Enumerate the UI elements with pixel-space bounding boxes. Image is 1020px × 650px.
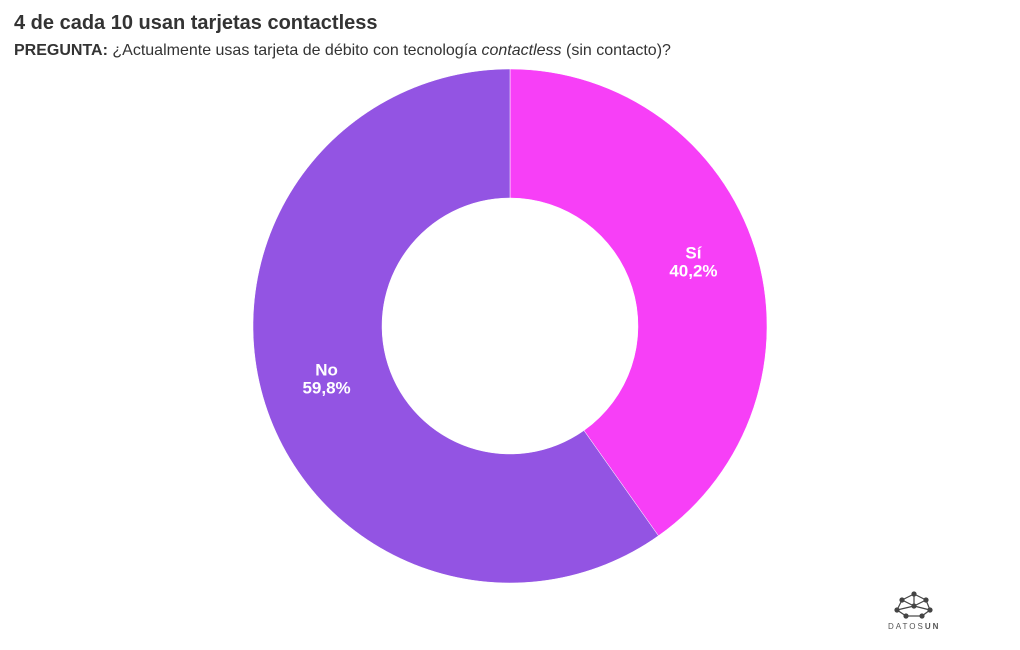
- chart-title: 4 de cada 10 usan tarjetas contactless: [14, 12, 378, 34]
- chart-subtitle: PREGUNTA: ¿Actualmente usas tarjeta de d…: [14, 42, 671, 60]
- logo-text-strong: UN: [924, 622, 941, 631]
- slice-value-label: 59,8%: [302, 378, 350, 397]
- slice: [252, 68, 659, 584]
- subtitle-text: ¿Actualmente usas tarjeta de débito con …: [112, 42, 482, 59]
- logo-text: DATOS: [888, 622, 925, 631]
- subtitle-label: PREGUNTA:: [14, 42, 108, 59]
- slice-category-label: Sí: [685, 244, 702, 263]
- slice-value-label: 40,2%: [669, 262, 717, 281]
- logo-icon: [894, 591, 933, 619]
- subtitle-emphasis: contactless: [481, 42, 562, 59]
- logo: DATOSUN: [888, 622, 940, 631]
- slice-category-label: No: [315, 360, 338, 379]
- subtitle-text: (sin contacto)?: [561, 42, 671, 59]
- slice: [509, 68, 768, 537]
